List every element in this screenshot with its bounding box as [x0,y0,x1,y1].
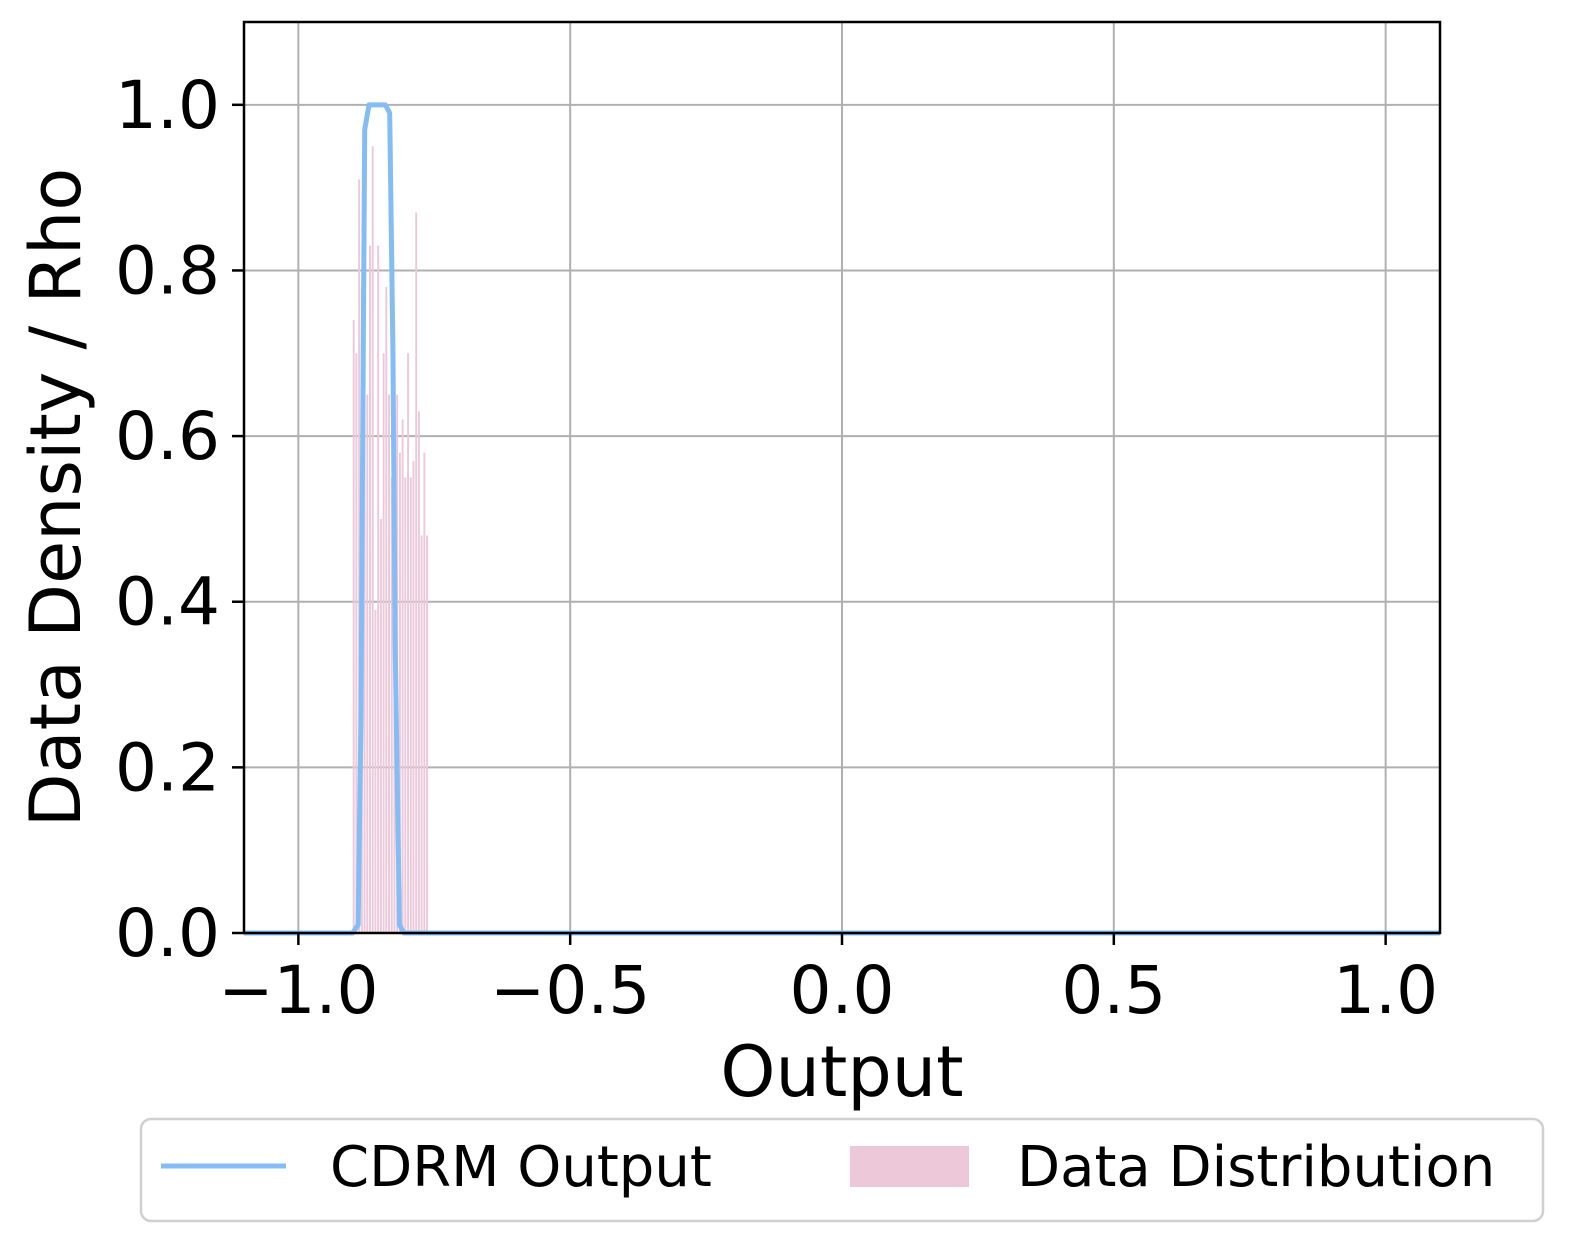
y-tick-label: 0.8 [115,232,220,309]
y-axis: 0.0 0.2 0.4 0.6 0.8 1.0 [115,67,244,972]
histogram-bar [355,353,358,934]
histogram-bar [363,262,366,933]
y-tick-label: 0.0 [115,895,220,972]
x-tick-label: −1.0 [218,952,378,1029]
x-axis: −1.0 −0.5 0.0 0.5 1.0 [218,933,1438,1029]
legend-label-cdrm-output: CDRM Output [330,1135,712,1200]
histogram-bar [401,419,404,933]
y-tick-label: 0.4 [115,564,220,641]
legend-patch-swatch [850,1146,969,1187]
histogram-bar [385,287,388,933]
histogram-bar [415,212,418,933]
histogram-bar [420,535,423,933]
histogram-bar [404,477,407,933]
histogram-bar [388,394,390,933]
histogram-bar [412,460,415,933]
x-tick-label: −0.5 [490,952,650,1029]
legend-label-data-distribution: Data Distribution [1017,1135,1495,1200]
y-tick-label: 0.2 [115,729,220,806]
histogram-bar [382,353,385,934]
x-tick-label: 0.5 [1061,952,1166,1029]
histogram-bar [358,179,361,933]
histogram-bar [352,320,355,933]
y-axis-label: Data Density / Rho [15,168,97,827]
histogram-bars [352,146,429,934]
histogram-bar [377,245,380,934]
histogram-bar [366,394,369,933]
histogram-bar [417,411,420,933]
histogram-bar [426,535,429,933]
histogram-bar [379,518,382,933]
x-tick-label: 1.0 [1333,952,1438,1029]
histogram-bar [374,610,377,933]
histogram-bar [390,477,393,933]
histogram-bar [371,146,374,933]
x-tick-label: 0.0 [790,952,895,1029]
y-tick-label: 1.0 [115,67,220,144]
y-tick-label: 0.6 [115,398,220,475]
legend-box [139,1117,1545,1223]
legend: CDRM Output Data Distribution [139,1117,1545,1223]
x-axis-label: Output [720,1031,963,1113]
histogram-bar [407,353,410,934]
histogram-bar [423,452,426,933]
histogram-bar [409,477,412,933]
histogram-bar [398,452,401,933]
histogram-bar [369,245,371,934]
grid [244,22,1440,934]
